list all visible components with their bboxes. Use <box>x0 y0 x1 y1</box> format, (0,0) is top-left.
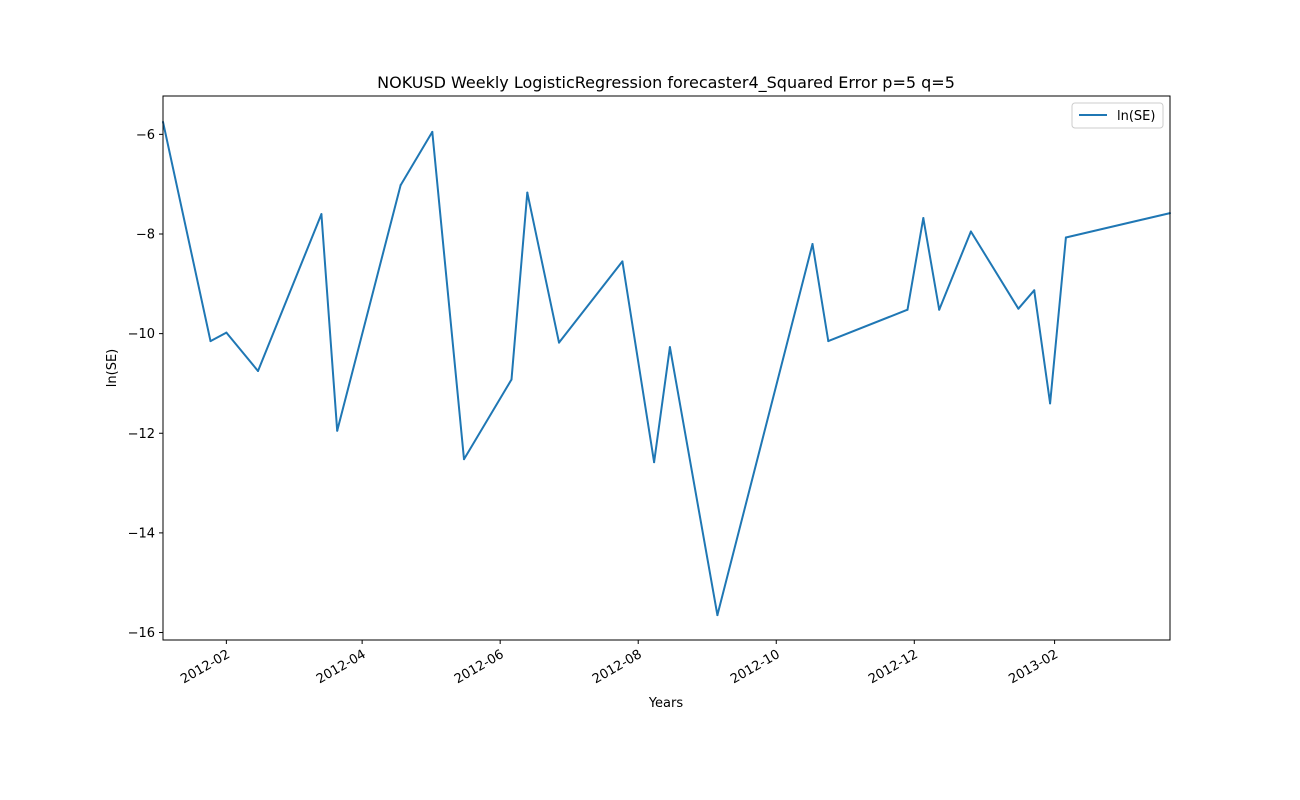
data-point <box>209 340 212 343</box>
x-tick-label: 2012-12 <box>866 647 921 687</box>
data-point <box>1049 402 1052 405</box>
data-point <box>1064 236 1067 239</box>
data-point <box>336 429 339 432</box>
data-point <box>969 230 972 233</box>
x-axis: 2012-02 2012-04 2012-06 2012-08 2012-10 2012-… <box>178 640 1061 687</box>
legend-box <box>1071 102 1164 129</box>
x-tick-label: 2012-04 <box>314 647 369 687</box>
data-point <box>827 340 830 343</box>
data-point <box>906 308 909 311</box>
data-point <box>922 217 925 220</box>
x-tick-label: 2012-10 <box>728 647 783 687</box>
y-tick-label: −6 <box>136 128 155 143</box>
data-point <box>462 458 465 461</box>
y-tick-label: −16 <box>128 626 155 641</box>
x-tick-label: 2013-02 <box>1006 647 1061 687</box>
y-axis-label: ln(SE) <box>105 349 120 387</box>
data-point <box>1033 289 1036 292</box>
data-point <box>668 346 671 349</box>
data-point <box>510 378 513 381</box>
data-point <box>526 191 529 194</box>
data-point <box>811 242 814 245</box>
y-tick-label: −8 <box>136 227 155 242</box>
legend: ln(SE) <box>1071 102 1164 129</box>
y-tick-label: −14 <box>128 526 155 541</box>
data-point <box>653 461 656 464</box>
x-tick-label: 2012-08 <box>590 647 645 687</box>
y-axis: −16 −14 −12 −10 −8 −6 <box>128 128 163 641</box>
chart-title: NOKUSD Weekly LogisticRegression forecas… <box>377 73 955 93</box>
plot-frame <box>162 95 1171 641</box>
data-point <box>558 341 561 344</box>
data-point <box>716 614 719 617</box>
data-point <box>320 213 323 216</box>
data-point <box>938 308 941 311</box>
x-axis-label: Years <box>648 696 684 711</box>
data-point <box>1017 307 1020 310</box>
data-point <box>257 369 260 372</box>
data-point <box>431 130 434 133</box>
data-point <box>621 260 624 263</box>
x-tick-label: 2012-06 <box>452 647 507 687</box>
x-tick-label: 2012-02 <box>178 647 233 687</box>
legend-label: ln(SE) <box>1117 109 1155 124</box>
y-tick-label: −12 <box>128 427 155 442</box>
data-point <box>225 331 228 334</box>
y-tick-label: −10 <box>128 327 155 342</box>
data-point <box>399 184 402 187</box>
